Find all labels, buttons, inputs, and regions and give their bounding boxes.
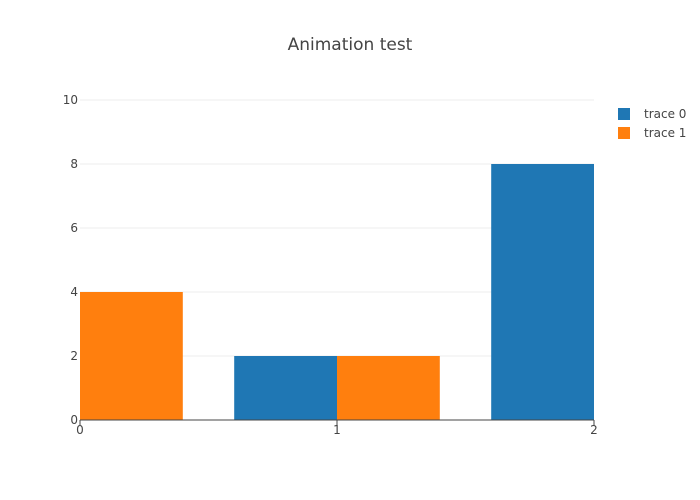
legend-swatch: [618, 127, 630, 139]
y-tick-label: 0: [70, 413, 78, 427]
bar-trace-1-x1[interactable]: [337, 356, 440, 420]
axes: 0 2 4 6 8 10 0 1 2: [63, 93, 598, 437]
x-tick-label: 0: [76, 423, 84, 437]
bar-trace-1-x0[interactable]: [80, 292, 183, 420]
bar-trace-0-x2[interactable]: [491, 164, 594, 420]
y-tick-label: 10: [63, 93, 78, 107]
legend-item-trace-1[interactable]: trace 1: [618, 126, 686, 140]
y-tick-label: 6: [70, 221, 78, 235]
y-tick-label: 2: [70, 349, 78, 363]
chart-title: Animation test: [288, 35, 413, 55]
x-tick-label: 2: [590, 423, 598, 437]
x-tick-label: 1: [333, 423, 341, 437]
y-tick-label: 4: [70, 285, 78, 299]
bar-trace-0-x1[interactable]: [234, 356, 337, 420]
legend[interactable]: trace 0 trace 1: [618, 107, 686, 140]
y-tick-label: 8: [70, 157, 78, 171]
legend-item-trace-0[interactable]: trace 0: [618, 107, 686, 121]
legend-label: trace 0: [644, 107, 686, 121]
bars: [80, 164, 594, 420]
legend-label: trace 1: [644, 126, 686, 140]
legend-swatch: [618, 108, 630, 120]
